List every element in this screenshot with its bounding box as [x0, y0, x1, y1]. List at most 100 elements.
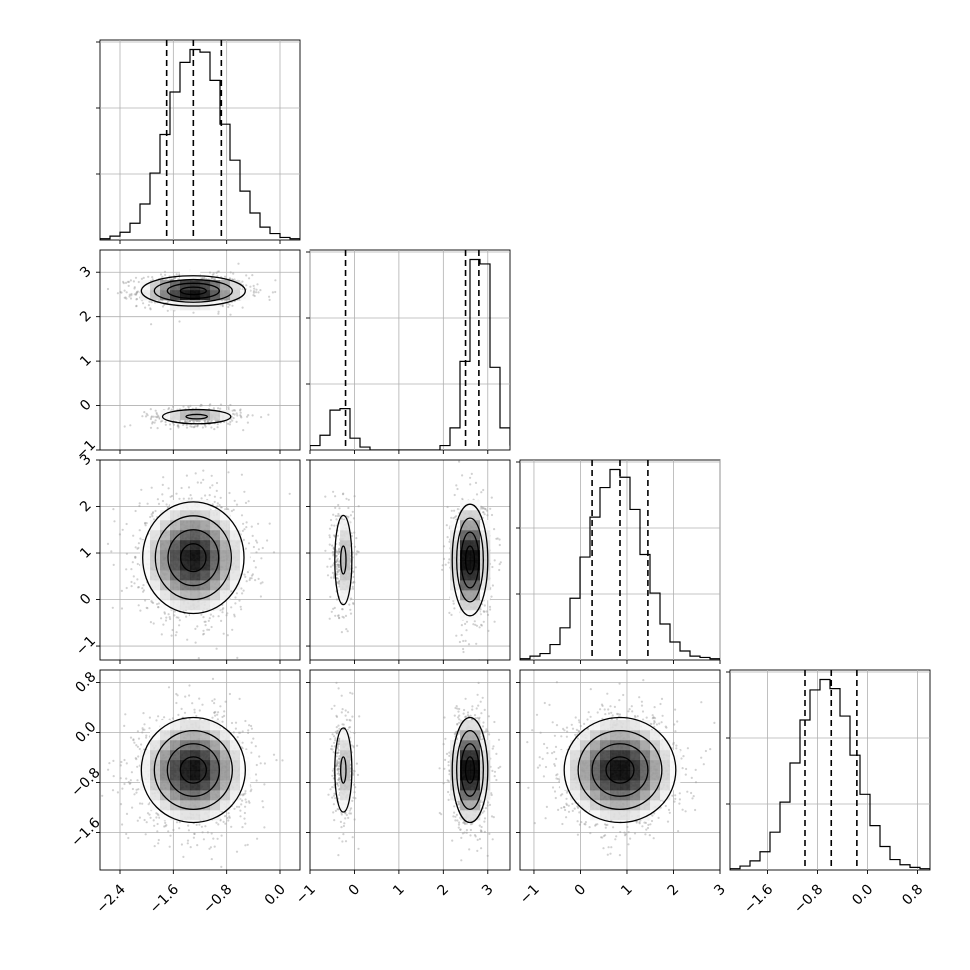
sample-point [228, 277, 232, 280]
sample-point [160, 617, 163, 620]
sample-point [187, 405, 190, 408]
density-cell [190, 500, 201, 511]
sample-point [125, 568, 128, 571]
density-cell [210, 590, 221, 601]
density-cell [200, 580, 211, 591]
sample-point [200, 825, 203, 828]
sample-point [263, 826, 266, 829]
density-cell [220, 510, 231, 521]
sample-point [120, 589, 123, 593]
sample-point [213, 428, 216, 431]
sample-point [241, 826, 244, 829]
sample-point [198, 419, 201, 422]
density-cell [180, 500, 191, 511]
density-cell [150, 580, 161, 591]
sample-point [129, 782, 132, 785]
sample-point [202, 633, 205, 636]
density-cell [140, 540, 151, 551]
density-cell [240, 290, 251, 301]
sample-point [137, 542, 140, 545]
sample-point [185, 421, 188, 424]
density-cell [180, 510, 191, 521]
sample-point [236, 736, 239, 739]
sample-point [129, 297, 133, 300]
sample-point [239, 809, 242, 812]
sample-point [234, 596, 237, 599]
sample-point [240, 416, 243, 419]
sample-point [250, 577, 253, 580]
histogram-panel-2 [516, 459, 721, 664]
sample-point [134, 556, 137, 560]
density-cell [230, 280, 241, 291]
sample-point [138, 802, 142, 805]
density-cell [210, 520, 221, 531]
sample-point [174, 277, 177, 280]
sample-point [254, 745, 257, 748]
sample-point [227, 422, 230, 425]
sample-point [142, 590, 145, 593]
sample-point [189, 425, 192, 428]
sample-point [213, 495, 216, 498]
sample-point [162, 476, 165, 479]
panel-frame [99, 39, 301, 241]
sample-point [248, 578, 251, 582]
sample-point [252, 545, 255, 549]
sample-point [153, 824, 156, 827]
sample-point [211, 699, 214, 703]
sample-point [243, 811, 246, 815]
sample-point [232, 731, 235, 734]
sample-point [204, 624, 207, 627]
sample-point [223, 714, 226, 718]
sample-point [148, 813, 151, 816]
sample-point [142, 589, 146, 592]
sample-point [143, 522, 147, 525]
sample-point [239, 415, 242, 418]
sample-point [248, 277, 251, 280]
sample-point [157, 842, 160, 845]
sample-point [133, 582, 136, 585]
sample-point [224, 508, 227, 511]
sample-point [243, 793, 246, 796]
sample-point [156, 812, 159, 816]
sample-point [120, 291, 123, 294]
sample-point [134, 757, 137, 760]
sample-point [246, 843, 249, 846]
sample-point [227, 819, 230, 822]
density-cells [140, 500, 251, 621]
density-cell [210, 570, 221, 581]
sample-point [123, 724, 126, 728]
sample-point [151, 601, 154, 604]
sample-point [263, 762, 266, 765]
sample-point [230, 589, 233, 593]
density-cell [200, 590, 211, 601]
panel-frame [99, 459, 301, 661]
sample-point [257, 548, 260, 551]
sample-point [274, 279, 277, 282]
sample-point [202, 838, 205, 841]
sample-point [135, 791, 138, 794]
sample-point [175, 692, 178, 696]
density-cell [180, 290, 191, 301]
sample-point [184, 695, 187, 698]
sample-point [128, 295, 131, 298]
contour-0-3 [140, 275, 246, 307]
sample-point [161, 419, 164, 422]
sample-point [250, 727, 253, 730]
sample-point [154, 409, 157, 412]
sample-point [123, 425, 126, 428]
density-cell [160, 540, 171, 551]
sample-point [129, 279, 132, 282]
sample-point [256, 283, 259, 286]
sample-point [235, 850, 239, 853]
sample-point [173, 614, 176, 617]
sample-point [251, 534, 254, 538]
sample-point [163, 716, 166, 719]
sample-point [204, 825, 207, 828]
density-cell [180, 580, 191, 591]
sample-point [239, 411, 242, 414]
sample-point [245, 521, 248, 524]
sample-point [180, 486, 183, 490]
density-cell [220, 290, 231, 301]
sample-point [192, 421, 195, 424]
sample-point [230, 606, 233, 609]
